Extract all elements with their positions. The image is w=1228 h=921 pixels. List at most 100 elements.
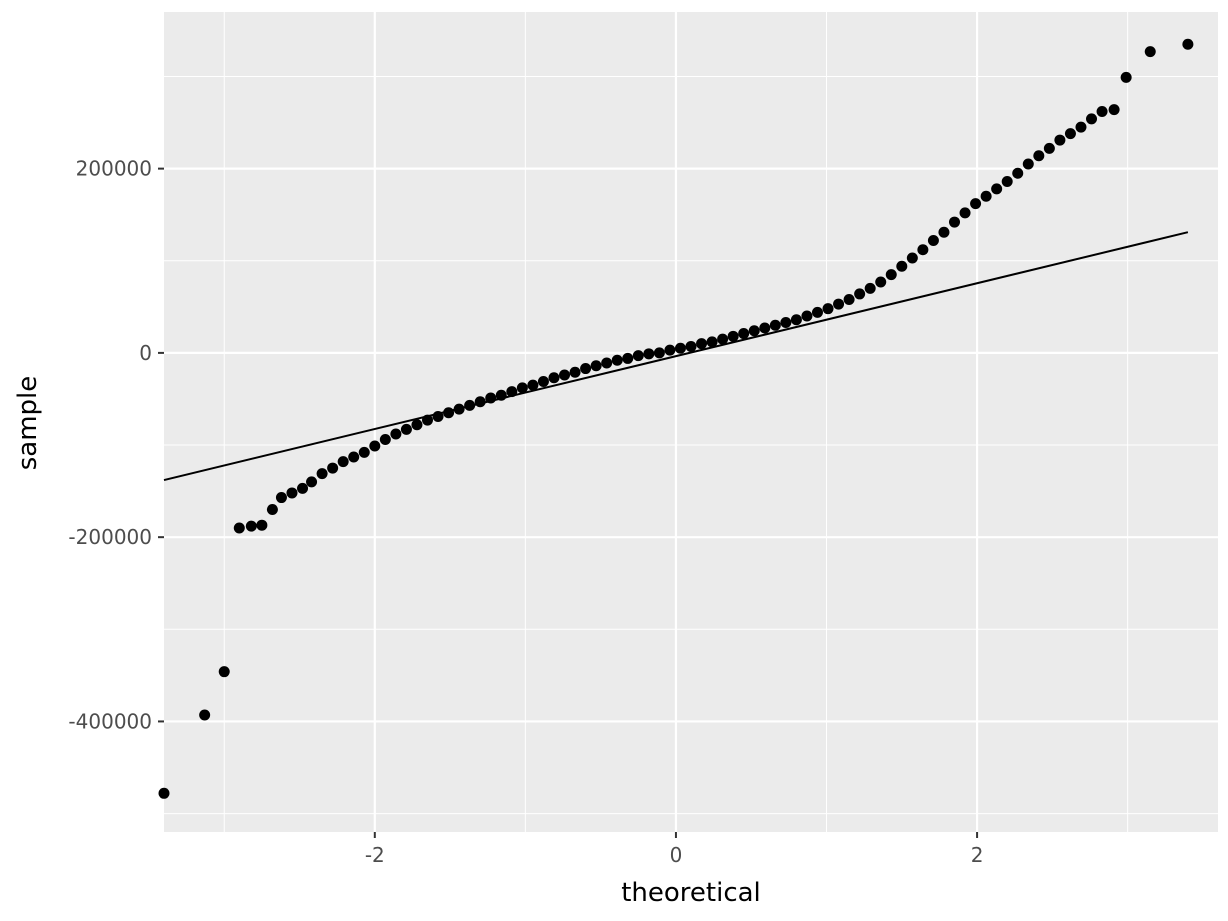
- sample-point: [464, 399, 476, 411]
- sample-point: [569, 366, 581, 378]
- sample-point: [938, 226, 950, 238]
- sample-point: [516, 382, 528, 394]
- sample-point: [422, 414, 433, 426]
- sample-point: [432, 410, 444, 422]
- sample-point: [348, 451, 360, 463]
- sample-point: [275, 492, 287, 504]
- sample-point: [1012, 167, 1024, 179]
- sample-point: [286, 487, 298, 499]
- sample-point: [811, 306, 823, 318]
- sample-point: [1064, 128, 1076, 140]
- sample-point: [400, 423, 412, 435]
- sample-point: [158, 787, 170, 799]
- sample-point: [474, 396, 486, 408]
- sample-point: [1086, 113, 1098, 125]
- sample-point: [980, 190, 992, 202]
- sample-point: [1075, 121, 1087, 133]
- sample-point: [696, 338, 708, 350]
- sample-point: [706, 336, 718, 348]
- sample-point: [411, 419, 423, 431]
- sample-point: [622, 352, 634, 364]
- y-tick-label: 200000: [76, 157, 152, 181]
- y-tick-label: 0: [139, 341, 152, 365]
- sample-point: [927, 234, 939, 246]
- y-axis-title: sample: [13, 376, 43, 471]
- sample-point: [1096, 106, 1108, 118]
- sample-point: [580, 363, 592, 375]
- y-tick-label: -200000: [68, 525, 152, 549]
- reference-line: [163, 231, 1189, 482]
- y-tick-label: -400000: [68, 709, 152, 733]
- sample-point: [245, 520, 257, 532]
- sample-point: [685, 340, 697, 352]
- sample-point: [991, 183, 1003, 195]
- sample-point: [559, 369, 571, 381]
- x-tick-label: 0: [670, 843, 683, 867]
- sample-point: [875, 276, 887, 288]
- sample-point: [896, 260, 908, 272]
- sample-point: [780, 316, 792, 328]
- sample-point: [970, 198, 982, 210]
- x-tick-label: 2: [971, 843, 984, 867]
- sample-point: [297, 482, 309, 494]
- x-axis-title: theoretical: [621, 878, 761, 908]
- sample-point: [748, 325, 760, 337]
- sample-points: [158, 38, 1194, 799]
- sample-point: [358, 446, 370, 458]
- sample-point: [643, 348, 655, 360]
- sample-point: [1001, 176, 1013, 188]
- x-axis-ticks: -2 0 2: [365, 832, 984, 867]
- sample-point: [674, 342, 686, 354]
- sample-point: [537, 375, 549, 387]
- sample-point: [801, 310, 813, 322]
- sample-point: [256, 519, 268, 531]
- sample-point: [233, 522, 245, 534]
- sample-point: [1043, 142, 1055, 154]
- sample-point: [1054, 134, 1066, 146]
- sample-point: [590, 360, 602, 372]
- sample-point: [548, 372, 560, 384]
- sample-point: [664, 344, 676, 356]
- sample-point: [266, 504, 278, 516]
- sample-point: [717, 333, 729, 345]
- sample-point: [1144, 46, 1156, 58]
- sample-point: [738, 328, 750, 340]
- sample-point: [327, 462, 339, 474]
- sample-point: [527, 379, 539, 391]
- sample-point: [885, 269, 897, 281]
- sample-point: [306, 476, 318, 488]
- plot-panel: [164, 12, 1218, 832]
- sample-point: [369, 440, 381, 452]
- sample-point: [959, 207, 971, 219]
- sample-point: [790, 314, 802, 326]
- sample-point: [653, 347, 665, 359]
- sample-point: [506, 386, 518, 398]
- y-axis-ticks: -400000 -200000 0 200000: [68, 157, 164, 733]
- sample-point: [843, 293, 855, 305]
- sample-point: [316, 468, 328, 480]
- sample-point: [727, 330, 739, 342]
- sample-point: [1108, 104, 1120, 116]
- sample-point: [864, 282, 876, 294]
- sample-point: [611, 354, 623, 366]
- sample-point: [854, 288, 866, 300]
- sample-point: [1120, 71, 1132, 83]
- sample-point: [495, 389, 507, 401]
- sample-point: [1022, 158, 1034, 170]
- sample-point: [390, 428, 402, 440]
- minor-gridlines: [164, 12, 1218, 832]
- sample-point: [833, 298, 845, 310]
- sample-point: [337, 456, 349, 468]
- sample-point: [949, 216, 960, 228]
- sample-point: [453, 403, 465, 415]
- sample-point: [769, 319, 781, 331]
- sample-point: [917, 244, 929, 256]
- sample-point: [632, 350, 644, 362]
- sample-point: [759, 322, 771, 334]
- sample-point: [822, 303, 834, 315]
- x-tick-label: -2: [365, 843, 385, 867]
- sample-point: [199, 709, 211, 721]
- sample-point: [1033, 150, 1045, 162]
- sample-point: [601, 357, 613, 369]
